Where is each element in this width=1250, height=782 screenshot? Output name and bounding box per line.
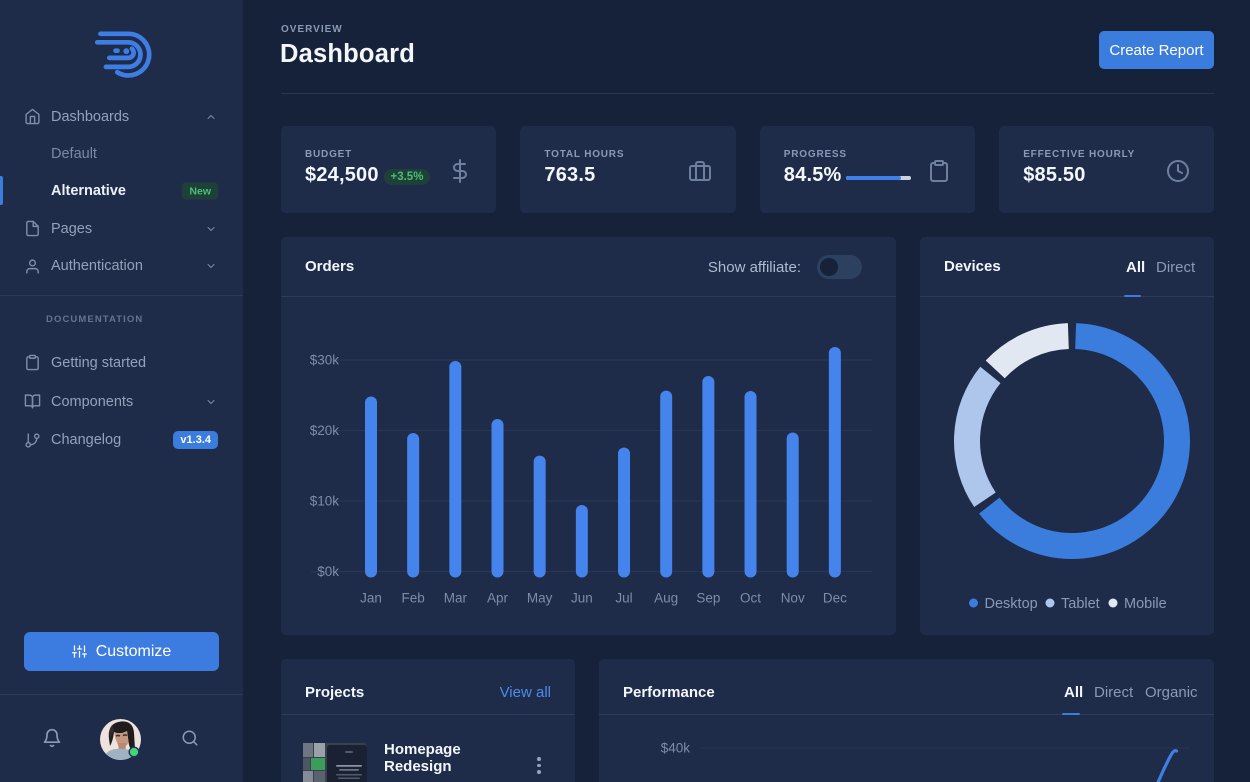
svg-text:$10k: $10k (310, 494, 340, 509)
svg-text:Mobile: Mobile (1124, 596, 1167, 612)
svg-text:Tablet: Tablet (1061, 596, 1100, 612)
svg-text:Jul: Jul (615, 591, 632, 606)
svg-text:Apr: Apr (487, 591, 509, 606)
svg-text:$40k: $40k (661, 741, 691, 756)
svg-text:Nov: Nov (781, 591, 805, 606)
svg-text:Aug: Aug (654, 591, 678, 606)
svg-text:$0k: $0k (317, 564, 339, 579)
svg-text:Dec: Dec (823, 591, 847, 606)
svg-text:May: May (527, 591, 553, 606)
svg-text:Jan: Jan (360, 591, 382, 606)
svg-text:Desktop: Desktop (985, 596, 1038, 612)
svg-text:Oct: Oct (740, 591, 761, 606)
svg-text:Sep: Sep (696, 591, 720, 606)
svg-text:$20k: $20k (310, 423, 340, 438)
svg-text:Mar: Mar (444, 591, 468, 606)
svg-text:Feb: Feb (402, 591, 425, 606)
svg-text:$30k: $30k (310, 353, 340, 368)
svg-text:Jun: Jun (571, 591, 593, 606)
